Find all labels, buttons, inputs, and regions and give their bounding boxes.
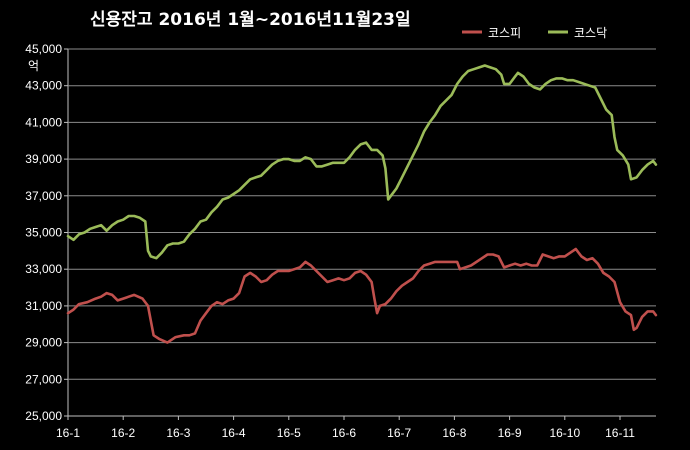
legend-label-kosdaq: 코스닥	[574, 26, 607, 40]
y-tick-label: 43,000	[25, 79, 62, 93]
x-tick-label: 16-6	[332, 426, 356, 440]
series-line-kosdaq	[66, 64, 658, 260]
legend: 코스피 코스닥	[462, 26, 607, 40]
x-tick-label: 16-5	[277, 426, 301, 440]
y-tick-label: 29,000	[25, 336, 62, 350]
y-tick-label: 41,000	[25, 115, 62, 129]
legend-label-kospi: 코스피	[488, 26, 521, 40]
y-tick-label: 39,000	[25, 152, 62, 166]
y-tick-label: 35,000	[25, 226, 62, 240]
y-tick-label: 37,000	[25, 189, 62, 203]
y-tick-label: 33,000	[25, 262, 62, 276]
series-line-kospi	[66, 247, 658, 344]
x-tick-label: 16-7	[387, 426, 411, 440]
x-tick-label: 16-3	[166, 426, 190, 440]
x-tick-label: 16-1	[56, 426, 80, 440]
y-axis: 25,000 27,000 29,000 31,000 33,000 35,000 37,0…	[25, 42, 68, 423]
y-axis-unit: 억	[28, 59, 39, 73]
y-tick-label: 45,000	[25, 42, 62, 56]
x-tick-label: 16-11	[605, 426, 635, 440]
x-tick-label: 16-9	[498, 426, 522, 440]
grid-lines	[67, 48, 656, 417]
y-tick-label: 27,000	[25, 372, 62, 386]
y-tick-label: 31,000	[25, 299, 62, 313]
chart-title: 신용잔고 2016년 1월~2016년11월23일	[90, 10, 411, 30]
x-tick-label: 16-4	[222, 426, 246, 440]
x-tick-label: 16-10	[549, 426, 580, 440]
x-axis: 16-1 16-2 16-3 16-4 16-5 16-6 16-7 16-8 16-9 16-1…	[56, 416, 635, 440]
x-tick-label: 16-2	[111, 426, 135, 440]
series-lines	[66, 64, 658, 344]
x-tick-label: 16-8	[442, 426, 466, 440]
y-tick-label: 25,000	[25, 409, 62, 423]
